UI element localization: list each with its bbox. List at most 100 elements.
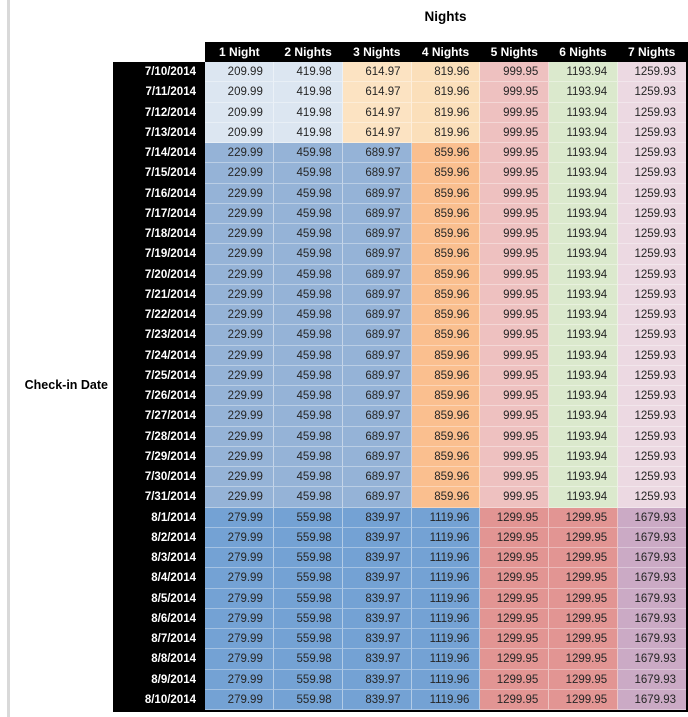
price-cell[interactable]: 559.98 bbox=[273, 588, 343, 609]
price-cell[interactable]: 1299.95 bbox=[549, 629, 619, 650]
price-cell[interactable]: 229.99 bbox=[205, 365, 274, 386]
price-cell[interactable]: 279.99 bbox=[205, 548, 274, 569]
price-cell[interactable]: 859.96 bbox=[411, 203, 481, 224]
price-cell[interactable]: 559.98 bbox=[273, 548, 343, 569]
price-cell[interactable]: 1259.93 bbox=[618, 487, 687, 508]
price-cell[interactable]: 1299.95 bbox=[549, 548, 619, 569]
price-cell[interactable]: 999.95 bbox=[480, 305, 550, 326]
price-cell[interactable]: 689.97 bbox=[342, 203, 412, 224]
price-cell[interactable]: 999.95 bbox=[480, 82, 550, 103]
price-cell[interactable]: 1193.94 bbox=[549, 406, 619, 427]
price-cell[interactable]: 1259.93 bbox=[618, 325, 687, 346]
price-cell[interactable]: 999.95 bbox=[480, 224, 550, 245]
price-cell[interactable]: 459.98 bbox=[273, 426, 343, 447]
price-cell[interactable]: 859.96 bbox=[411, 224, 481, 245]
price-cell[interactable]: 1299.95 bbox=[549, 507, 619, 528]
price-cell[interactable]: 859.96 bbox=[411, 446, 481, 467]
price-cell[interactable]: 859.96 bbox=[411, 305, 481, 326]
price-cell[interactable]: 614.97 bbox=[342, 102, 412, 123]
price-cell[interactable]: 419.98 bbox=[273, 62, 343, 83]
price-cell[interactable]: 229.99 bbox=[205, 426, 274, 447]
price-cell[interactable]: 1193.94 bbox=[549, 325, 619, 346]
price-cell[interactable]: 999.95 bbox=[480, 183, 550, 204]
price-cell[interactable]: 859.96 bbox=[411, 264, 481, 285]
price-cell[interactable]: 689.97 bbox=[342, 264, 412, 285]
price-cell[interactable]: 279.99 bbox=[205, 629, 274, 650]
price-cell[interactable]: 1193.94 bbox=[549, 426, 619, 447]
column-header[interactable]: 6 Nights bbox=[559, 45, 607, 59]
price-cell[interactable]: 839.97 bbox=[342, 507, 412, 528]
price-cell[interactable]: 279.99 bbox=[205, 507, 274, 528]
row-header-date[interactable]: 7/30/2014 bbox=[113, 467, 205, 488]
price-cell[interactable]: 839.97 bbox=[342, 629, 412, 650]
price-cell[interactable]: 1119.96 bbox=[411, 608, 481, 629]
price-cell[interactable]: 279.99 bbox=[205, 669, 274, 690]
price-cell[interactable]: 1259.93 bbox=[618, 143, 687, 164]
price-cell[interactable]: 459.98 bbox=[273, 284, 343, 305]
price-cell[interactable]: 1299.95 bbox=[480, 588, 550, 609]
row-header-date[interactable]: 7/10/2014 bbox=[113, 62, 205, 83]
price-cell[interactable]: 1193.94 bbox=[549, 62, 619, 83]
price-cell[interactable]: 1193.94 bbox=[549, 305, 619, 326]
price-cell[interactable]: 459.98 bbox=[273, 365, 343, 386]
price-cell[interactable]: 459.98 bbox=[273, 224, 343, 245]
price-cell[interactable]: 229.99 bbox=[205, 446, 274, 467]
price-cell[interactable]: 459.98 bbox=[273, 386, 343, 407]
price-cell[interactable]: 1259.93 bbox=[618, 62, 687, 83]
price-cell[interactable]: 859.96 bbox=[411, 487, 481, 508]
price-cell[interactable]: 279.99 bbox=[205, 527, 274, 548]
price-cell[interactable]: 1119.96 bbox=[411, 527, 481, 548]
price-cell[interactable]: 999.95 bbox=[480, 426, 550, 447]
price-cell[interactable]: 689.97 bbox=[342, 143, 412, 164]
price-cell[interactable]: 689.97 bbox=[342, 244, 412, 265]
price-cell[interactable]: 689.97 bbox=[342, 426, 412, 447]
price-cell[interactable]: 1259.93 bbox=[618, 163, 687, 184]
price-cell[interactable]: 1679.93 bbox=[618, 527, 687, 548]
price-cell[interactable]: 859.96 bbox=[411, 163, 481, 184]
price-cell[interactable]: 459.98 bbox=[273, 345, 343, 366]
row-header-date[interactable]: 8/5/2014 bbox=[113, 588, 205, 609]
price-cell[interactable]: 999.95 bbox=[480, 467, 550, 488]
row-header-date[interactable]: 8/4/2014 bbox=[113, 568, 205, 589]
column-header[interactable]: 7 Nights bbox=[628, 45, 676, 59]
price-cell[interactable]: 1679.93 bbox=[618, 588, 687, 609]
price-cell[interactable]: 1193.94 bbox=[549, 446, 619, 467]
price-cell[interactable]: 1119.96 bbox=[411, 548, 481, 569]
row-header-date[interactable]: 7/23/2014 bbox=[113, 325, 205, 346]
price-cell[interactable]: 1299.95 bbox=[480, 507, 550, 528]
price-cell[interactable]: 1299.95 bbox=[549, 669, 619, 690]
price-cell[interactable]: 859.96 bbox=[411, 143, 481, 164]
price-cell[interactable]: 1679.93 bbox=[618, 608, 687, 629]
price-cell[interactable]: 859.96 bbox=[411, 183, 481, 204]
price-cell[interactable]: 689.97 bbox=[342, 446, 412, 467]
row-header-date[interactable]: 7/12/2014 bbox=[113, 102, 205, 123]
price-cell[interactable]: 839.97 bbox=[342, 689, 412, 710]
price-cell[interactable]: 839.97 bbox=[342, 527, 412, 548]
price-cell[interactable]: 1193.94 bbox=[549, 143, 619, 164]
price-cell[interactable]: 229.99 bbox=[205, 203, 274, 224]
price-cell[interactable]: 859.96 bbox=[411, 467, 481, 488]
price-cell[interactable]: 1679.93 bbox=[618, 649, 687, 670]
price-cell[interactable]: 1193.94 bbox=[549, 122, 619, 143]
price-cell[interactable]: 279.99 bbox=[205, 649, 274, 670]
price-cell[interactable]: 1299.95 bbox=[480, 629, 550, 650]
price-cell[interactable]: 819.96 bbox=[411, 122, 481, 143]
price-cell[interactable]: 859.96 bbox=[411, 244, 481, 265]
price-cell[interactable]: 229.99 bbox=[205, 163, 274, 184]
column-header[interactable]: 4 Nights bbox=[421, 45, 470, 59]
price-cell[interactable]: 459.98 bbox=[273, 264, 343, 285]
price-cell[interactable]: 839.97 bbox=[342, 649, 412, 670]
price-cell[interactable]: 1119.96 bbox=[411, 669, 481, 690]
price-cell[interactable]: 614.97 bbox=[342, 62, 412, 83]
row-header-date[interactable]: 7/31/2014 bbox=[113, 487, 205, 508]
price-cell[interactable]: 209.99 bbox=[205, 62, 274, 83]
price-cell[interactable]: 1193.94 bbox=[549, 365, 619, 386]
price-cell[interactable]: 689.97 bbox=[342, 163, 412, 184]
price-cell[interactable]: 1193.94 bbox=[549, 82, 619, 103]
price-cell[interactable]: 459.98 bbox=[273, 203, 343, 224]
column-header[interactable]: 2 Nights bbox=[284, 45, 332, 59]
price-cell[interactable]: 1119.96 bbox=[411, 649, 481, 670]
price-cell[interactable]: 839.97 bbox=[342, 608, 412, 629]
row-header-date[interactable]: 7/17/2014 bbox=[113, 203, 205, 224]
price-cell[interactable]: 1259.93 bbox=[618, 244, 687, 265]
